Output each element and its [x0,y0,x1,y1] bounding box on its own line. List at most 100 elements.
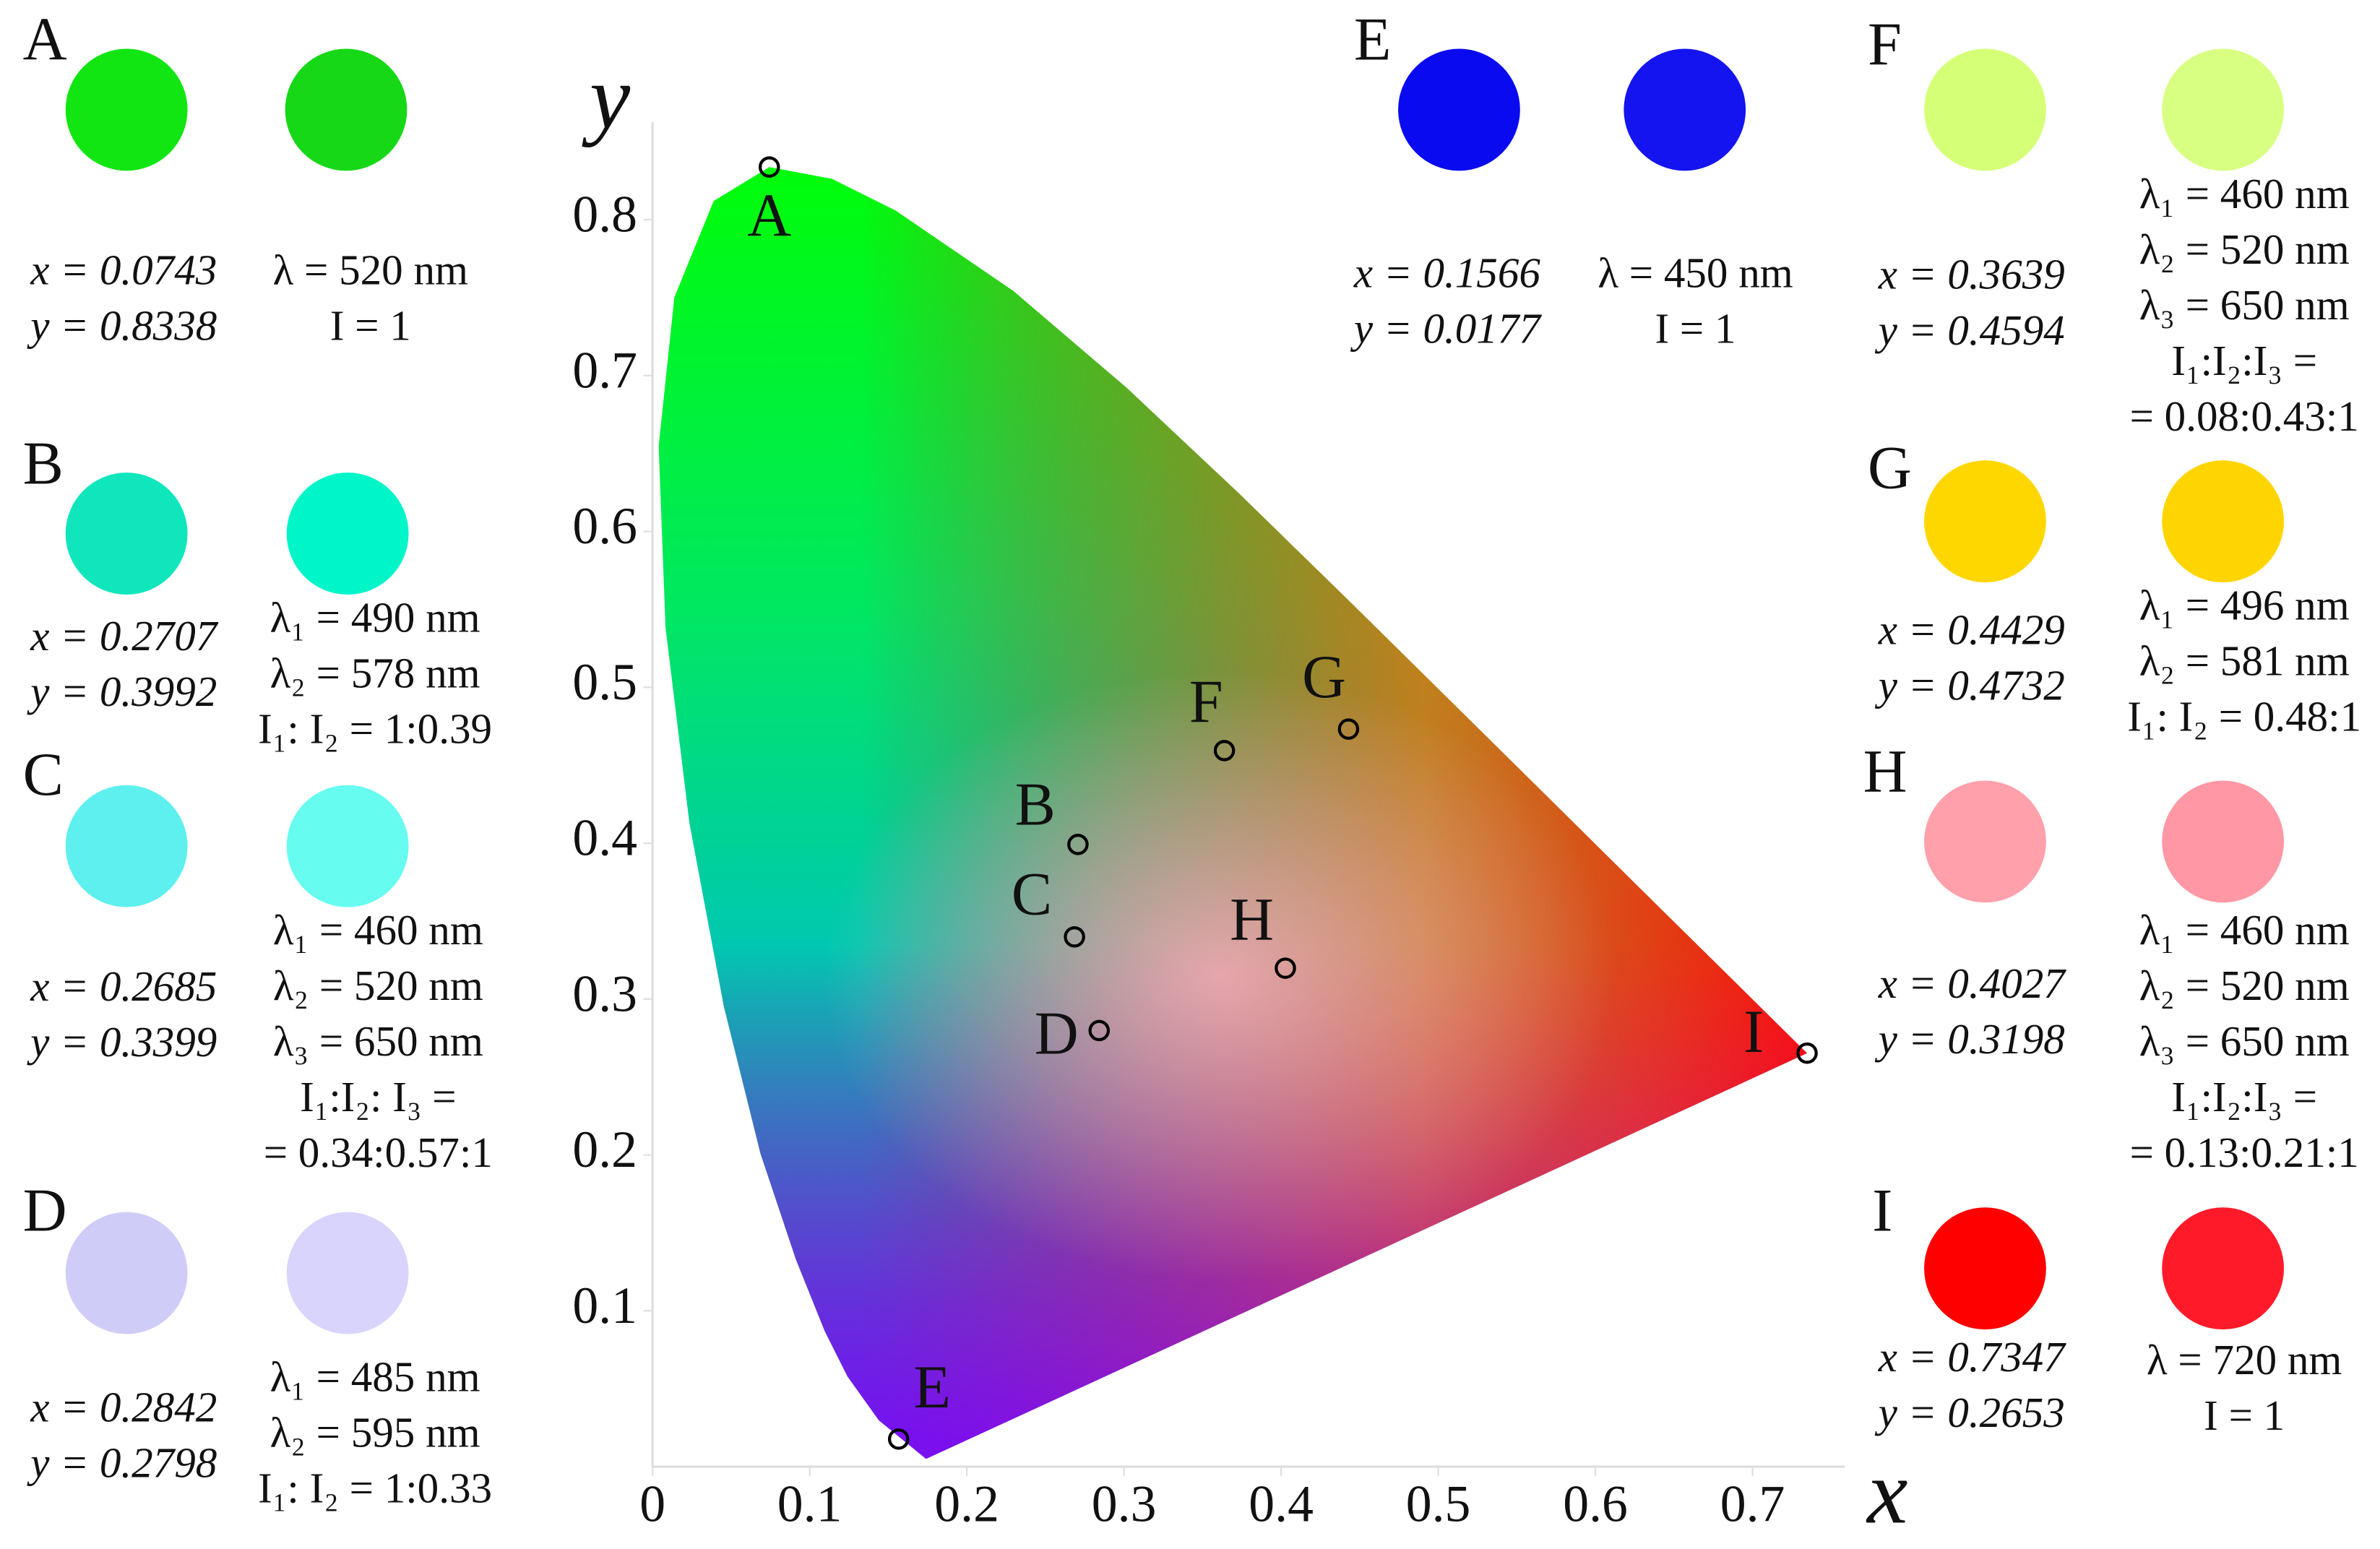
y-tick-label: 0.6 [572,497,637,555]
x-coordinate: x = 0.3639 [1878,251,2065,298]
spectral-info: I₁: I₂ = 0.48:1 [2127,693,2361,741]
panel: Ax = 0.0743 y = 0.8338 λ = 520 nm I = 1 [23,7,468,350]
spectral-info: λ = 520 nm [273,246,468,293]
swatch [286,473,409,595]
swatch [286,785,409,907]
spectral-info: I₁: I₂ = 1:0.33 [258,1464,492,1511]
swatch [1924,460,2046,583]
point [1275,957,1296,979]
spectral-info: λ₂ = 520 nm [2139,962,2350,1009]
y-coordinate: y = 0.0177 [1350,305,1543,353]
y-coordinate: y = 0.3992 [27,668,217,715]
panel-label: G [1868,435,1912,502]
point [1088,1019,1111,1042]
spectral-info: λ₁ = 460 nm [2139,906,2350,954]
point [1337,718,1360,740]
swatch [65,1212,188,1334]
y-tick-label: 0.3 [572,965,637,1022]
spectral-info: λ = 450 nm [1598,249,1793,297]
x-tick-label: 0.4 [1249,1475,1314,1533]
point-label: G [1302,644,1346,711]
swatch [2162,48,2285,171]
swatch [2162,1207,2285,1330]
x-tick-label: 0.6 [1563,1475,1628,1533]
point [1064,925,1085,948]
y-coordinate: y = 0.2798 [27,1439,217,1487]
point-label: F [1189,668,1223,735]
panel: Bx = 0.2707 y = 0.3992 λ₁ = 490 nm λ₂ = 578… [23,430,492,752]
y-coordinate: y = 0.4732 [1875,661,2065,709]
panel-label: H [1863,738,1907,806]
y-tick-label: 0.4 [572,809,637,867]
spectral-info: I₁:I₂: I₃ = [300,1073,456,1121]
spectral-info: λ₁ = 485 nm [270,1352,480,1400]
y-tick-label: 0.8 [572,186,637,243]
point-label: C [1012,860,1052,928]
panel: Cx = 0.2685 y = 0.3399 λ₁ = 460 nm λ₂ = 520… [23,741,493,1176]
panel-label: E [1354,7,1392,74]
y-coordinate: y = 0.8338 [27,301,217,349]
panel: Ex = 0.1566 y = 0.0177 λ = 450 nm I = 1 [1350,7,1793,353]
spectral-info: λ₂ = 520 nm [273,962,483,1009]
panel: Hx = 0.4027 y = 0.3198 λ₁ = 460 nm λ₂ = 520… [1863,738,2359,1177]
panel-label: I [1872,1177,1892,1244]
point [1796,1042,1818,1064]
spectral-info: λ₁ = 496 nm [2139,582,2350,629]
point-label: B [1015,772,1056,839]
x-tick-label: 0 [639,1475,665,1533]
spectral-info: I₁:I₂:I₃ = [2171,337,2317,384]
spectral-info: I = 1 [1655,305,1736,353]
x-coordinate: x = 0.7347 [1878,1333,2067,1381]
point [1067,834,1089,855]
panel-label: A [23,7,67,74]
point [758,156,780,178]
spectral-info: λ₁ = 460 nm [273,906,483,954]
spectral-info: λ₃ = 650 nm [2139,281,2350,329]
panel: Ix = 0.7347 y = 0.2653 λ = 720 nm I = 1 [1872,1177,2342,1439]
spectral-info: = 0.13:0.21:1 [2130,1129,2359,1176]
swatch [1924,780,2046,903]
spectral-info: λ₂ = 581 nm [2139,637,2350,685]
swatch [2162,460,2285,583]
swatch [65,473,188,595]
point-label: D [1035,1000,1079,1067]
panel-label: C [23,741,64,808]
swatch [1398,48,1520,171]
spectral-info: λ₂ = 578 nm [270,650,480,697]
panel-label: F [1868,11,1902,78]
x-coordinate: x = 0.2707 [30,612,219,660]
spectral-info: λ = 720 nm [2147,1336,2342,1384]
y-tick-label: 0.2 [572,1121,637,1178]
x-tick-label: 0.1 [777,1475,842,1533]
panel-label: D [23,1177,67,1244]
swatch [286,1212,409,1334]
panel: Dx = 0.2842 y = 0.2798 λ₁ = 485 nm λ₂ = 595… [23,1177,492,1511]
spectral-info: I₁:I₂:I₃ = [2171,1073,2317,1121]
y-tick-label: 0.5 [572,653,637,711]
x-coordinate: x = 0.4027 [1878,959,2067,1007]
spectral-info: I = 1 [2204,1391,2285,1439]
point-label: E [913,1354,951,1421]
x-coordinate: x = 0.1566 [1353,249,1541,297]
point-label: A [747,183,791,250]
point [1213,740,1236,761]
x-coordinate: x = 0.2842 [30,1384,217,1431]
x-tick-label: 0.7 [1720,1475,1785,1533]
y-coordinate: y = 0.3399 [27,1018,217,1066]
swatch [1624,48,1746,171]
y-tick-label: 0.1 [572,1277,637,1334]
point-label: H [1230,886,1274,953]
swatch [2162,780,2285,903]
panel: Gx = 0.4429 y = 0.4732 λ₁ = 496 nm λ₂ = 581… [1868,435,2361,741]
point-label: I [1743,998,1764,1066]
spectral-info: λ₁ = 460 nm [2139,170,2350,217]
y-coordinate: y = 0.4594 [1875,306,2065,354]
panel-label: B [23,430,64,497]
y-coordinate: y = 0.2653 [1875,1389,2065,1436]
y-coordinate: y = 0.3198 [1875,1015,2065,1063]
point [887,1428,910,1450]
spectral-info: λ₂ = 595 nm [270,1408,480,1456]
spectral-info: I = 1 [330,301,411,349]
x-tick-label: 0.2 [934,1475,999,1533]
